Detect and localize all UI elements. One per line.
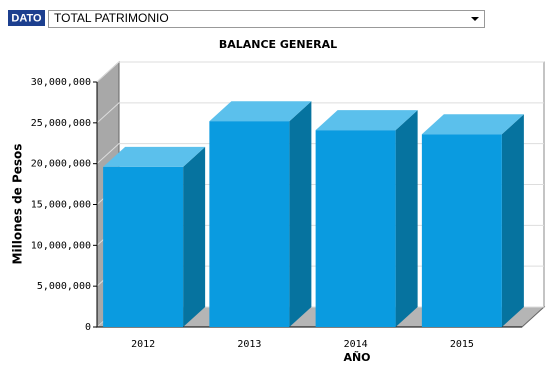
y-tick-label: 30,000,000 — [31, 77, 91, 88]
bar-top — [103, 146, 206, 167]
bar-top — [209, 101, 312, 122]
y-tick-label: 15,000,000 — [31, 200, 91, 211]
bar-top — [315, 110, 418, 131]
y-tick-label: 10,000,000 — [31, 240, 91, 251]
grid-line — [96, 102, 544, 124]
y-tick-label: 0 — [85, 322, 91, 333]
bar-side — [501, 114, 524, 328]
dato-box — [8, 10, 45, 26]
x-axis-label: AÑO — [343, 351, 370, 364]
x-tick-label: 2014 — [344, 339, 368, 350]
bar-side — [183, 146, 206, 327]
x-tick-label: 2015 — [450, 339, 474, 350]
bar — [315, 130, 396, 327]
dropdown-value: TOTAL PATRIMONIO — [54, 11, 169, 25]
dropdown[interactable] — [48, 10, 485, 28]
grid-line — [96, 61, 544, 83]
bar — [421, 134, 502, 327]
bar — [103, 166, 184, 327]
bar-top — [421, 114, 524, 135]
bar-side — [289, 101, 312, 327]
dropdown-label: DATO — [11, 12, 42, 24]
dropdown-arrow — [471, 17, 479, 21]
chart-title: BALANCE GENERAL — [219, 38, 337, 51]
bar-side — [395, 110, 418, 327]
bar — [209, 121, 290, 327]
y-axis-label: Millones de Pesos — [11, 144, 25, 265]
x-tick-label: 2013 — [237, 339, 261, 350]
y-tick-label: 25,000,000 — [31, 118, 91, 129]
y-tick-label: 5,000,000 — [37, 281, 91, 292]
x-tick-label: 2012 — [131, 339, 155, 350]
y-tick-label: 20,000,000 — [31, 159, 91, 170]
